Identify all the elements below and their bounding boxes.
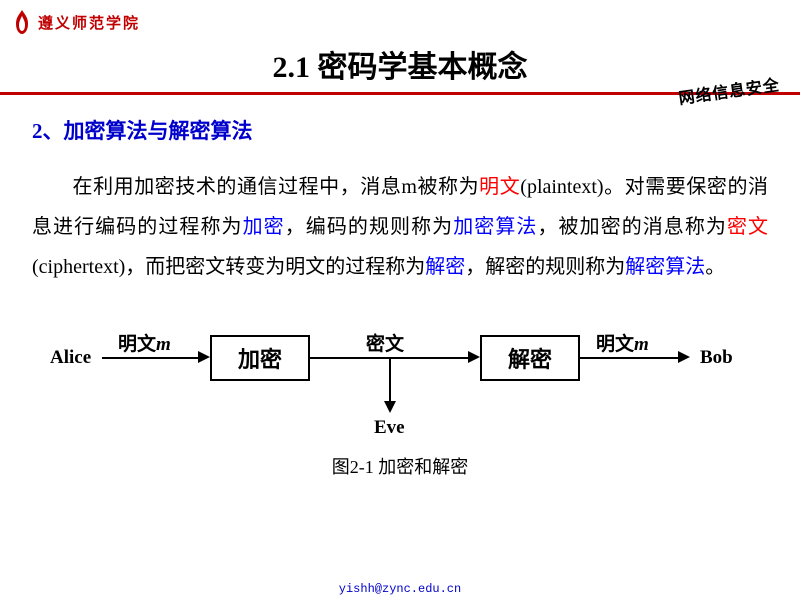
logo: 遵义师范学院 xyxy=(10,8,140,36)
text-run: 。 xyxy=(705,256,725,278)
edge-line xyxy=(102,357,200,359)
edge-line xyxy=(389,357,391,403)
content-area: 2、加密算法与解密算法 在利用加密技术的通信过程中，消息m被称为明文(plain… xyxy=(0,95,800,479)
edge-label-plaintext-left: 明文m xyxy=(118,329,171,356)
actor-alice: Alice xyxy=(50,347,91,369)
actor-bob: Bob xyxy=(700,347,733,369)
node-decrypt: 解密 xyxy=(480,335,580,381)
text-run: 在利用加密技术的通信过程中，消息m被称为 xyxy=(72,176,479,198)
label-m: m xyxy=(634,334,649,355)
header: 遵义师范学院 2.1 密码学基本概念 网络信息安全 xyxy=(0,0,800,95)
flame-icon xyxy=(10,8,34,36)
term-decrypt: 解密 xyxy=(425,256,465,278)
logo-text: 遵义师范学院 xyxy=(38,12,140,33)
figure-caption: 图2-1 加密和解密 xyxy=(32,453,768,479)
label-m: m xyxy=(156,334,171,355)
footer-email: yishh@zync.edu.cn xyxy=(0,582,800,596)
arrow-icon xyxy=(384,401,396,413)
text-run: (ciphertext)，而把密文转变为明文的过程称为 xyxy=(32,256,425,278)
text-run: ，编码的规则称为 xyxy=(285,216,453,238)
actor-eve: Eve xyxy=(374,417,405,439)
arrow-icon xyxy=(468,351,480,363)
text-run: ，被加密的消息称为 xyxy=(537,216,727,238)
arrow-icon xyxy=(678,351,690,363)
edge-label-ciphertext: 密文 xyxy=(366,329,404,356)
edge-line xyxy=(580,357,680,359)
text-run: ，解密的规则称为 xyxy=(465,256,625,278)
label-text: 明文 xyxy=(118,334,156,355)
term-encrypt: 加密 xyxy=(243,216,285,238)
term-encrypt-algo: 加密算法 xyxy=(453,216,537,238)
term-plaintext: 明文 xyxy=(479,176,520,198)
body-paragraph: 在利用加密技术的通信过程中，消息m被称为明文(plaintext)。对需要保密的… xyxy=(32,167,768,287)
term-ciphertext: 密文 xyxy=(727,216,768,238)
section-subtitle: 2、加密算法与解密算法 xyxy=(32,115,768,145)
edge-label-plaintext-right: 明文m xyxy=(596,329,649,356)
term-decrypt-algo: 解密算法 xyxy=(625,256,705,278)
node-encrypt: 加密 xyxy=(210,335,310,381)
flow-diagram: Alice 明文m 加密 密文 解密 明文m Bob Eve xyxy=(40,317,760,447)
label-text: 明文 xyxy=(596,334,634,355)
arrow-icon xyxy=(198,351,210,363)
